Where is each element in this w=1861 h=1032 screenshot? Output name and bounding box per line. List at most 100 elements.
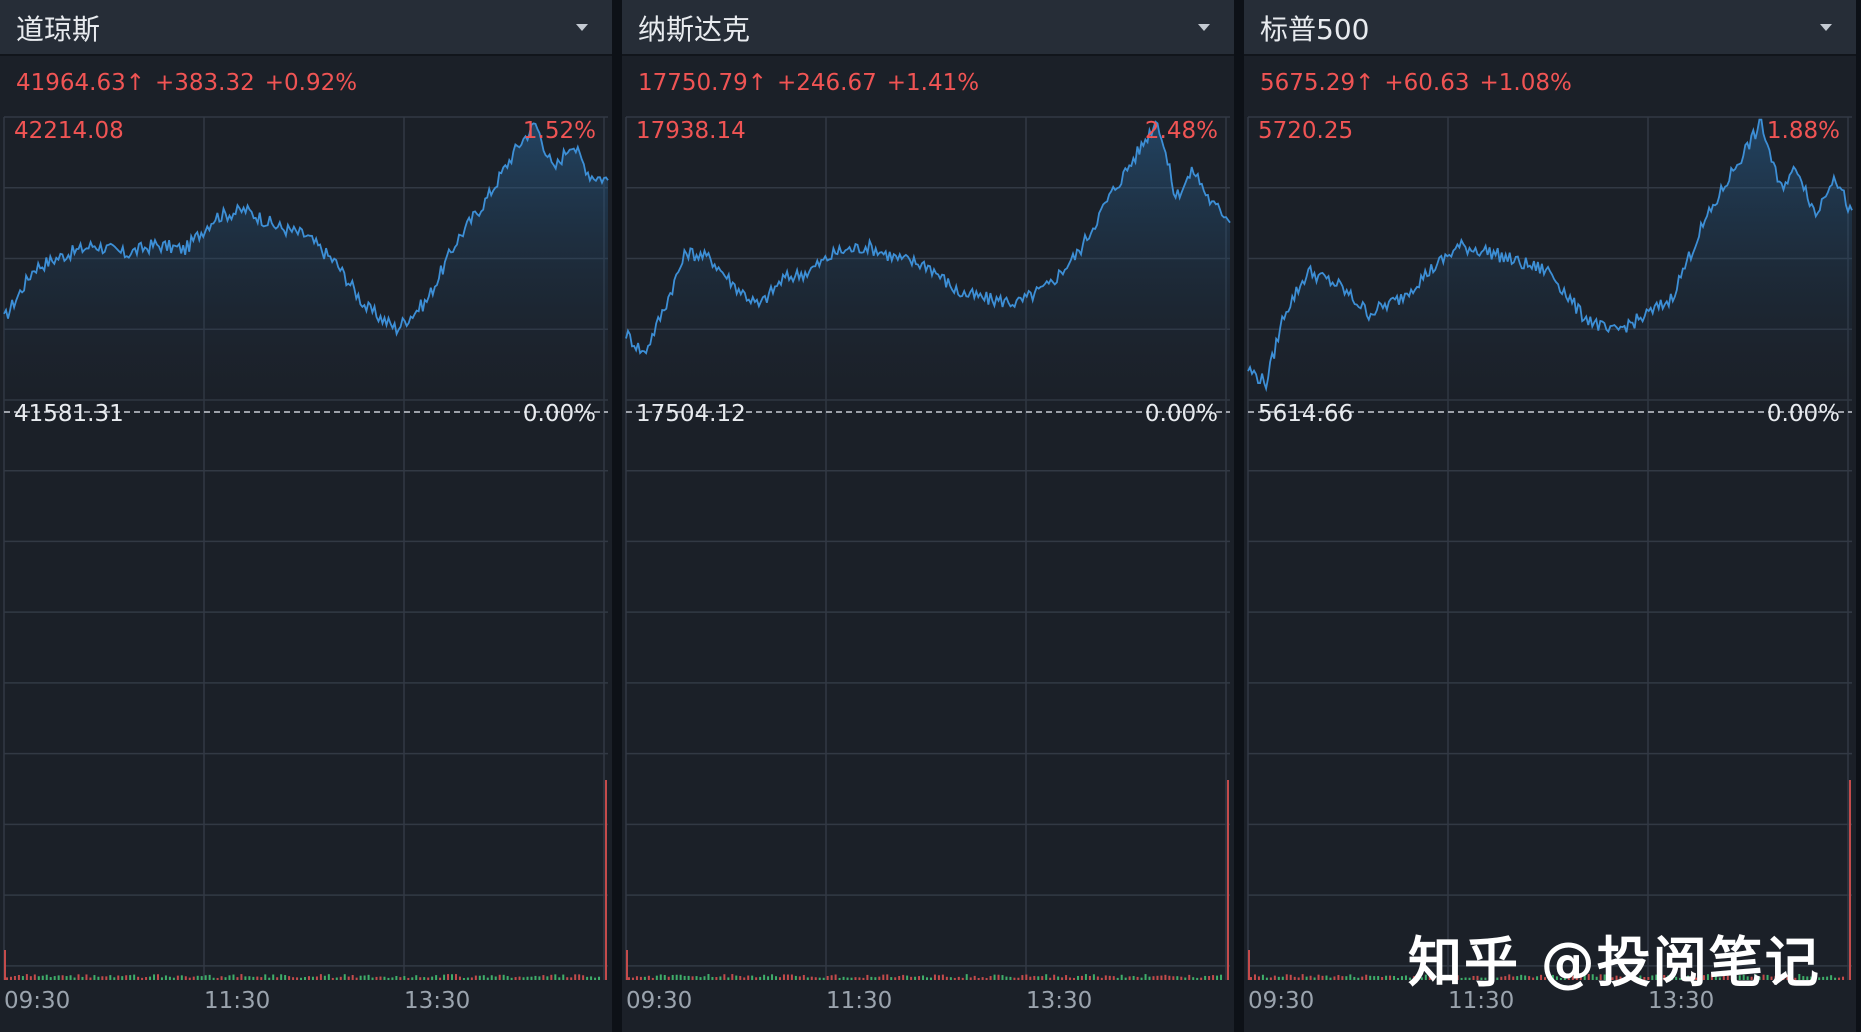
volume-bar [1659, 977, 1662, 980]
volume-bar [626, 950, 628, 980]
volume-bar [1826, 976, 1829, 980]
last-price: 5675.29↑ [1260, 70, 1375, 96]
volume-bar [794, 975, 797, 980]
volume-bar [196, 975, 199, 980]
time-label: 09:30 [4, 988, 70, 1014]
volume-bar [703, 976, 706, 980]
volume-bar [61, 975, 64, 980]
volume-bar [1412, 976, 1415, 980]
volume-bar [1385, 975, 1388, 980]
volume-bar [1212, 975, 1215, 980]
volume-bar [37, 976, 40, 980]
volume-bar [256, 976, 259, 980]
chevron-down-icon[interactable] [1198, 24, 1210, 31]
volume-bar [367, 974, 370, 980]
volume-bar [1734, 977, 1737, 980]
index-title: 纳斯达克 [638, 13, 751, 46]
volume-bar [451, 974, 454, 980]
volume-bar [1172, 976, 1175, 980]
volume-bar [1643, 977, 1646, 980]
volume-bar [1325, 975, 1328, 980]
volume-bar [1305, 976, 1308, 980]
volume-bar [1112, 976, 1115, 980]
volume-bar [1065, 975, 1068, 980]
volume-bar [1559, 977, 1562, 980]
volume-bar [1381, 976, 1384, 980]
volume-bar [1722, 975, 1725, 980]
volume-bar [1520, 974, 1523, 980]
volume-bar [423, 977, 426, 980]
volume-bar [910, 976, 913, 980]
time-label: 11:30 [1448, 988, 1514, 1014]
volume-bar [1273, 975, 1276, 980]
volume-bar [538, 976, 541, 980]
volume-bar [1627, 976, 1630, 980]
volume-bar [252, 976, 255, 980]
volume-bar [65, 976, 68, 980]
volume-bar [1663, 974, 1666, 980]
volume-bar [562, 974, 565, 980]
panel-header[interactable]: 标普500 [1244, 0, 1856, 56]
volume-bar [566, 977, 569, 980]
volume-bar [1080, 975, 1083, 980]
volume-bar [1766, 974, 1769, 980]
volume-bar [69, 975, 72, 980]
volume-bar [1440, 975, 1443, 980]
volume-bar [145, 977, 148, 980]
volume-bar [1073, 977, 1076, 980]
volume-bar [1329, 977, 1332, 980]
volume-bar [1037, 976, 1040, 980]
volume-bar [77, 974, 80, 980]
volume-bar [594, 977, 597, 980]
chevron-down-icon[interactable] [1820, 24, 1832, 31]
volume-bar [323, 975, 326, 980]
volume-bar [1667, 975, 1670, 980]
volume-bar [973, 975, 976, 980]
volume-bar [1532, 977, 1535, 980]
volume-bar [1508, 974, 1511, 980]
volume-bar [1250, 977, 1252, 980]
volume-bar [918, 976, 921, 980]
volume-bar [1702, 975, 1705, 980]
volume-bar [767, 976, 770, 980]
volume-bar [391, 977, 394, 980]
volume-bar [1377, 976, 1380, 980]
volume-bar [719, 976, 722, 980]
panel-dow: 道琼斯 41964.63↑ +383.32 +0.92% 42214.08 1.52%… [0, 0, 612, 1032]
volume-bar [802, 974, 805, 980]
volume-bar [526, 976, 529, 980]
volume-bar [1802, 976, 1805, 980]
volume-bar [1313, 977, 1316, 980]
volume-bar [284, 975, 287, 980]
volume-bar [220, 976, 223, 980]
volume-bar [937, 975, 940, 980]
volume-bar [1738, 975, 1741, 980]
volume-bar [945, 976, 948, 980]
volume-bar [1480, 977, 1483, 980]
volume-bar [1180, 976, 1183, 980]
volume-bar [1341, 976, 1344, 980]
volume-bar [1774, 975, 1777, 980]
volume-bar [1595, 976, 1598, 980]
volume-bar [379, 976, 382, 980]
volume-bar [1069, 977, 1072, 980]
volume-bar [1281, 976, 1284, 980]
chevron-down-icon[interactable] [576, 24, 588, 31]
panel-header[interactable]: 道琼斯 [0, 0, 612, 56]
volume-bar [818, 977, 821, 980]
volume-bar [1754, 974, 1757, 980]
volume-bar [542, 975, 545, 980]
panel-header[interactable]: 纳斯达克 [622, 0, 1234, 56]
volume-bar [1651, 975, 1654, 980]
volume-bar [458, 976, 461, 980]
price-change: +383.32 [155, 70, 255, 96]
volume-bar [462, 977, 465, 980]
volume-bar [1156, 975, 1159, 980]
volume-bar [216, 977, 219, 980]
volume-bar [786, 974, 789, 980]
volume-bar [1814, 976, 1817, 980]
volume-bar [1607, 976, 1610, 980]
volume-bar [1333, 976, 1336, 980]
volume-bar [679, 974, 682, 980]
volume-bar [17, 974, 20, 980]
